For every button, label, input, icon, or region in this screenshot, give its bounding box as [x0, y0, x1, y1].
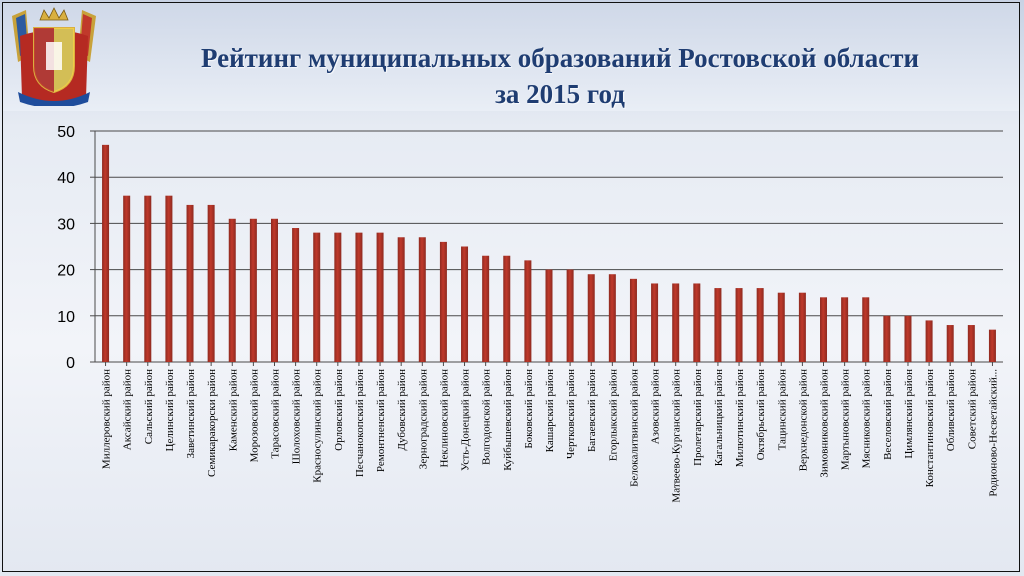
header-band	[3, 3, 1019, 111]
bar	[439, 241, 447, 362]
bar	[756, 288, 764, 362]
bar	[629, 278, 637, 362]
x-tick-label: Куйбышевский район	[502, 369, 514, 471]
x-tick-label: Каменский район	[227, 369, 239, 451]
bar	[967, 325, 975, 362]
x-tick-label: Кашарский район	[544, 369, 556, 452]
x-tick-label: Октябрьский район	[755, 369, 767, 460]
x-tick-label: Верхнедонской район	[797, 369, 809, 471]
bar	[482, 255, 490, 362]
bar	[503, 255, 511, 362]
x-tick-label: Кагальницкий район	[713, 369, 725, 466]
x-tick-label: Заветинский район	[185, 369, 197, 459]
y-tick-label: 20	[57, 263, 75, 280]
x-tick-label: Азовский район	[650, 369, 662, 444]
bar	[313, 232, 321, 362]
bar	[207, 204, 215, 362]
x-tick-label: Родионово-Несветайский...	[987, 369, 999, 497]
x-tick-label: Мясниковский район	[861, 369, 873, 468]
x-tick-label: Милютинский район	[734, 369, 746, 467]
x-tick-label: Советский район	[966, 369, 978, 449]
y-tick-label: 10	[57, 309, 75, 326]
bar	[608, 274, 616, 362]
x-tick-label: Орловский район	[333, 369, 345, 451]
x-tick-label: Тарасовский район	[269, 369, 281, 459]
rostov-oblast-coat-of-arms-icon	[12, 7, 96, 106]
bar	[693, 283, 701, 362]
x-tick-label: Семикаракорски район	[206, 369, 218, 477]
x-tick-label: Матвеево-Курганский район	[671, 369, 683, 503]
bar	[651, 283, 659, 362]
x-tick-label: Мартыновский район	[840, 369, 852, 470]
x-tick-label: Дубовский район	[396, 369, 408, 451]
x-tick-label: Белокалитвинский район	[628, 369, 640, 487]
title-line-2: за 2015 год	[495, 79, 625, 109]
bar	[946, 325, 954, 362]
bar	[587, 274, 595, 362]
bar	[334, 232, 342, 362]
x-tick-label: Пролетарский район	[692, 369, 704, 466]
y-tick-label: 0	[66, 355, 75, 372]
x-tick-label: Неклиновский район	[438, 369, 450, 468]
x-tick-label: Ремонтненский район	[375, 369, 387, 472]
x-tick-label: Волгодонской район	[481, 369, 493, 465]
x-tick-label: Цимлянский район	[903, 369, 915, 459]
bar	[524, 260, 532, 362]
x-tick-label: Зимовниковский район	[819, 369, 831, 478]
bar	[672, 283, 680, 362]
bar	[820, 297, 828, 362]
bar	[102, 144, 110, 362]
bar	[566, 269, 574, 362]
x-tick-label: Константиновский район	[924, 369, 936, 487]
x-tick-label: Аксайский район	[122, 369, 134, 450]
x-tick-label: Шолоховский район	[291, 369, 303, 464]
bar	[228, 218, 236, 362]
x-tick-label: Сальский район	[143, 369, 155, 444]
x-tick-label: Красносулинский район	[312, 369, 324, 483]
x-tick-label: Миллеровский район	[101, 369, 113, 469]
x-tick-label: Морозовский район	[248, 369, 260, 462]
title-line-1: Рейтинг муниципальных образований Ростов…	[200, 43, 920, 73]
bar	[144, 195, 152, 362]
bar	[123, 195, 131, 362]
bar	[714, 288, 722, 362]
bar	[165, 195, 173, 362]
bar	[862, 297, 870, 362]
bar	[545, 269, 553, 362]
x-tick-label: Боковский район	[523, 369, 535, 449]
bar	[841, 297, 849, 362]
x-tick-label: Тацинский район	[776, 369, 788, 451]
bar	[376, 232, 384, 362]
bar	[249, 218, 257, 362]
x-tick-label: Обливский район	[945, 369, 957, 451]
bar	[883, 315, 891, 362]
bar	[925, 320, 933, 362]
x-tick-label: Чертковский район	[565, 369, 577, 459]
bar	[418, 237, 426, 362]
bar	[735, 288, 743, 362]
x-tick-label: Песчанокопский район	[354, 369, 366, 477]
y-tick-label: 40	[57, 170, 75, 187]
bar	[397, 237, 405, 362]
x-tick-label: Веселовский район	[882, 369, 894, 460]
bar	[186, 204, 194, 362]
bar	[461, 246, 469, 362]
bar	[355, 232, 363, 362]
x-tick-label: Усть-Донецкий район	[460, 369, 472, 471]
x-tick-label: Егорлыкский район	[607, 369, 619, 461]
page-title: Рейтинг муниципальных образований Ростов…	[120, 40, 1000, 112]
x-tick-label: Багаевский район	[586, 369, 598, 452]
y-tick-label: 30	[57, 216, 75, 233]
x-tick-label: Целинский район	[164, 369, 176, 452]
bar	[292, 228, 300, 362]
bar	[777, 292, 785, 362]
bar	[270, 218, 278, 362]
bar	[904, 315, 912, 362]
x-tick-label: Зерноградский район	[417, 369, 429, 469]
bar	[988, 329, 996, 362]
y-tick-label: 50	[57, 124, 75, 141]
bar	[798, 292, 806, 362]
